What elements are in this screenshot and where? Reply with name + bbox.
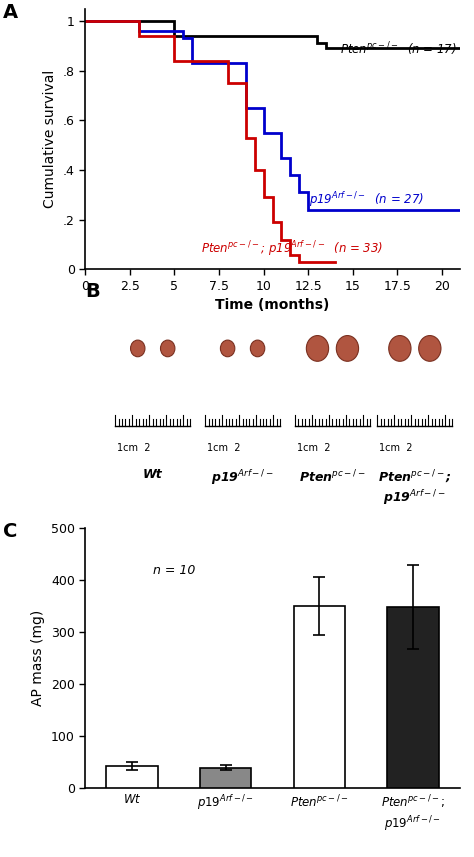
Bar (200, 768, 252, 788)
Ellipse shape (336, 336, 359, 362)
Y-axis label: AP mass (mg): AP mass (mg) (31, 610, 46, 706)
Y-axis label: Cumulative survival: Cumulative survival (43, 70, 57, 208)
Ellipse shape (220, 340, 235, 357)
Text: p19$^{Arf-/-}$: p19$^{Arf-/-}$ (211, 469, 274, 488)
Text: A: A (3, 3, 18, 22)
Bar (293, 606, 345, 788)
Bar (387, 607, 439, 788)
X-axis label: Time (months): Time (months) (215, 298, 330, 313)
Text: Pten$^{pc-/-}$: Pten$^{pc-/-}$ (299, 469, 366, 485)
Text: B: B (85, 282, 100, 301)
Ellipse shape (130, 340, 145, 357)
Text: p19$^{Arf-/-}$  (n = 27): p19$^{Arf-/-}$ (n = 27) (309, 189, 424, 208)
Text: Pten$^{pc-/-}$;
p19$^{Arf-/-}$: Pten$^{pc-/-}$; p19$^{Arf-/-}$ (378, 469, 452, 507)
Ellipse shape (306, 336, 328, 362)
Bar (106, 766, 158, 788)
Text: Pten$^{pc-/-}$  (n = 17): Pten$^{pc-/-}$ (n = 17) (340, 40, 457, 58)
Text: 1cm  2: 1cm 2 (207, 443, 240, 452)
Ellipse shape (250, 340, 265, 357)
Text: Wt: Wt (143, 469, 163, 482)
Text: n = 10: n = 10 (153, 564, 195, 577)
Text: 1cm  2: 1cm 2 (297, 443, 330, 452)
Ellipse shape (419, 336, 441, 362)
Ellipse shape (389, 336, 411, 362)
Text: 1cm  2: 1cm 2 (117, 443, 151, 452)
Text: 1cm  2: 1cm 2 (379, 443, 413, 452)
Ellipse shape (161, 340, 175, 357)
Text: C: C (3, 522, 18, 542)
Text: Pten$^{pc-/-}$; p19$^{Arf-/-}$  (n = 33): Pten$^{pc-/-}$; p19$^{Arf-/-}$ (n = 33) (201, 239, 383, 258)
